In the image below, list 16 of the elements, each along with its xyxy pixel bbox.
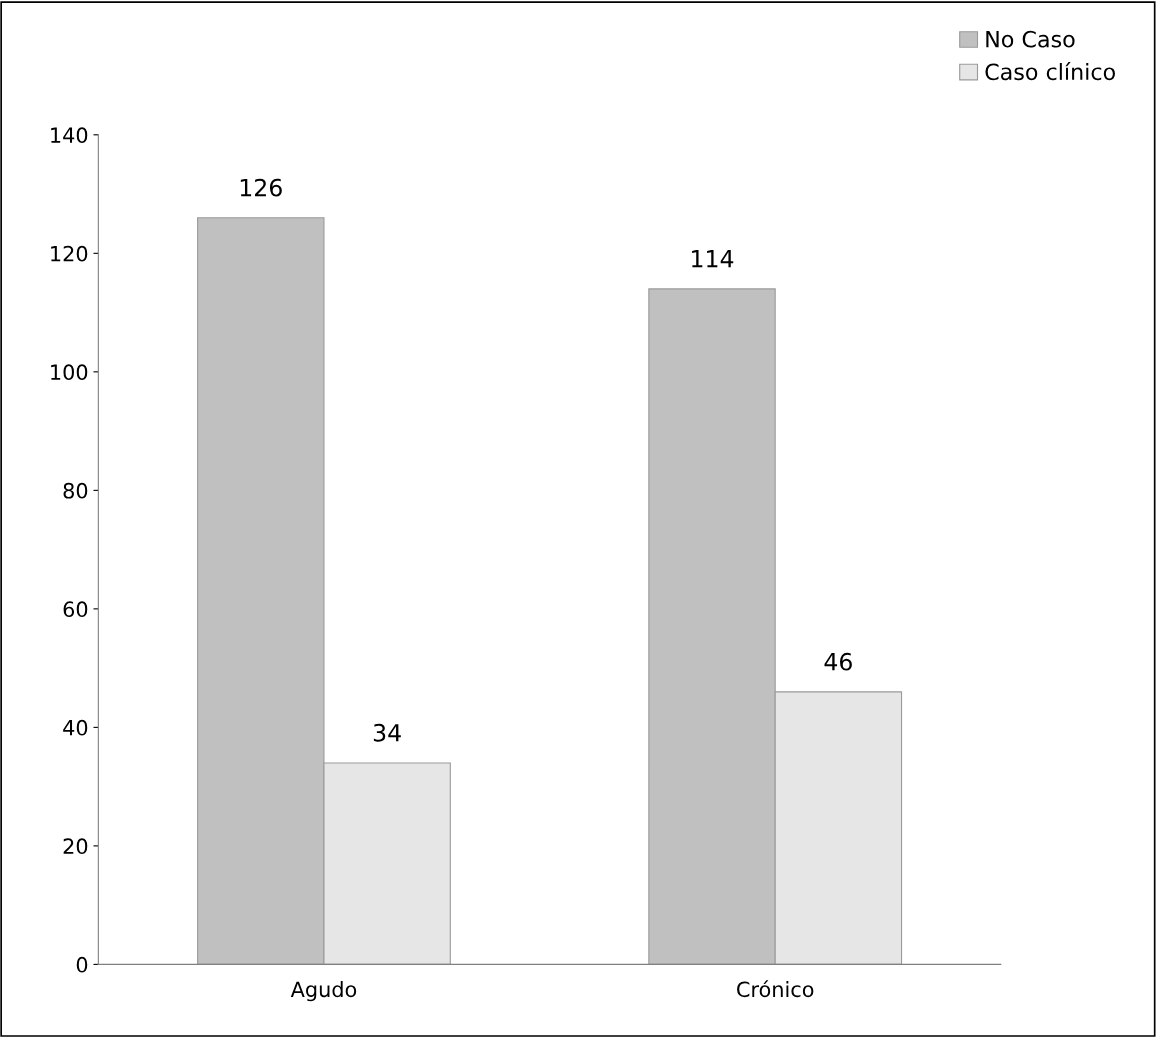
y-tick-label: 60 (63, 601, 88, 618)
y-tick-label: 100 (51, 364, 88, 381)
x-tick-label: Crónico (737, 980, 814, 998)
data-label: 114 (692, 250, 734, 268)
y-tick-label: 120 (51, 245, 88, 262)
legend-label: Caso clínico (985, 62, 1115, 81)
legend-label: No Caso (986, 30, 1075, 48)
data-label: 126 (240, 178, 282, 197)
x-tick-label: Agudo (290, 981, 357, 1002)
y-tick-label: 80 (63, 482, 88, 499)
data-label: 34 (373, 723, 401, 742)
y-tick-label: 40 (63, 719, 88, 736)
y-tick-label: 20 (63, 838, 88, 855)
y-tick-label: 0 (76, 956, 88, 973)
data-label: 46 (824, 652, 852, 671)
y-tick-label: 140 (51, 127, 88, 144)
